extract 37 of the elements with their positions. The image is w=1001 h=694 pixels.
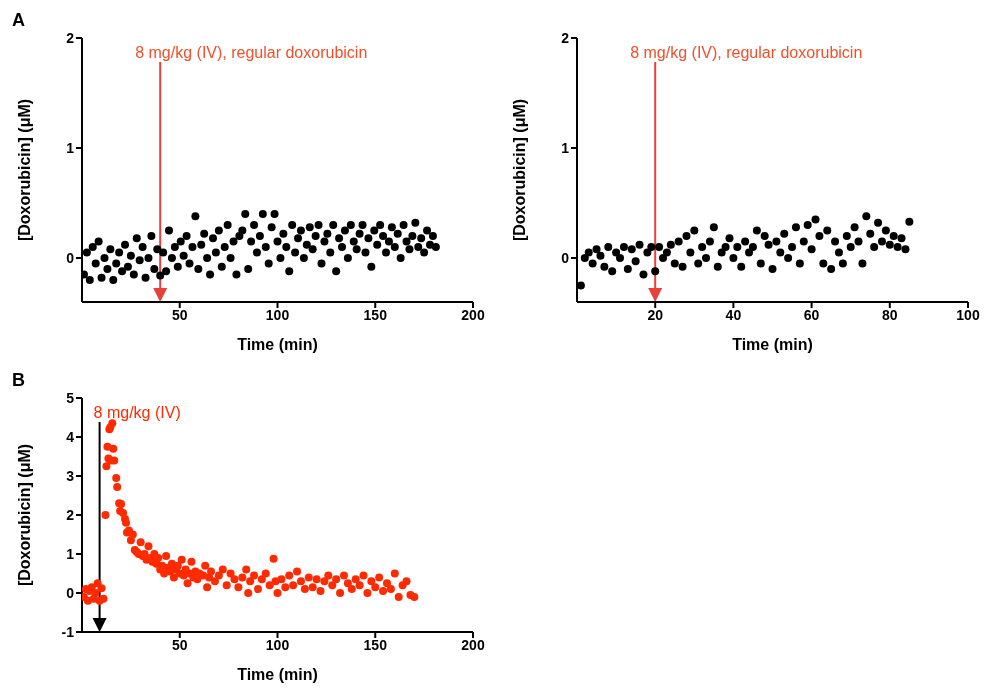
y-tick-label: -1 — [61, 623, 75, 640]
y-axis-title: [Doxorubicin] (μM) — [510, 98, 528, 242]
y-axis-title: [Doxorubicin] (μM) — [15, 98, 33, 242]
x-tick-label: 60 — [803, 306, 820, 323]
y-tick-label: 0 — [66, 584, 75, 601]
y-tick-label: 2 — [66, 29, 75, 46]
text: A — [12, 10, 25, 30]
x-tick-label: 40 — [725, 306, 742, 323]
x-tick-label: 80 — [882, 306, 898, 323]
x-tick-label: 200 — [461, 306, 485, 323]
y-tick-label: 0 — [561, 249, 570, 266]
x-axis-title: Time (min) — [732, 336, 813, 353]
y-tick-label: 2 — [66, 506, 75, 523]
x-axis-title: Time (min) — [237, 666, 318, 683]
y-tick-label: 5 — [66, 389, 75, 406]
x-tick-label: 150 — [363, 636, 388, 653]
y-tick-label: 2 — [561, 29, 570, 46]
x-tick-label: 100 — [265, 306, 290, 323]
y-tick-label: 4 — [66, 428, 75, 445]
y-axis-title: [Doxorubicin] (μM) — [15, 443, 33, 587]
x-tick-label: 100 — [265, 636, 290, 653]
y-tick-label: 1 — [66, 545, 75, 562]
y-tick-label: 1 — [66, 139, 75, 156]
x-tick-label: 150 — [363, 306, 388, 323]
x-axis-title: Time (min) — [237, 336, 318, 353]
x-tick-label: 100 — [956, 306, 980, 323]
y-tick-label: 0 — [66, 249, 75, 266]
ref-line-label: 8 mg/kg (IV), regular doxorubicin — [135, 44, 368, 61]
y-tick-label: 3 — [66, 467, 75, 484]
text: B — [12, 370, 25, 390]
x-tick-label: 200 — [461, 636, 485, 653]
ref-line-label: 8 mg/kg (IV), regular doxorubicin — [630, 44, 863, 61]
y-tick-label: 1 — [561, 139, 570, 156]
x-tick-label: 50 — [171, 636, 188, 653]
ref-line-label: 8 mg/kg (IV) — [93, 404, 181, 421]
x-tick-label: 50 — [171, 306, 188, 323]
x-tick-label: 20 — [647, 306, 664, 323]
